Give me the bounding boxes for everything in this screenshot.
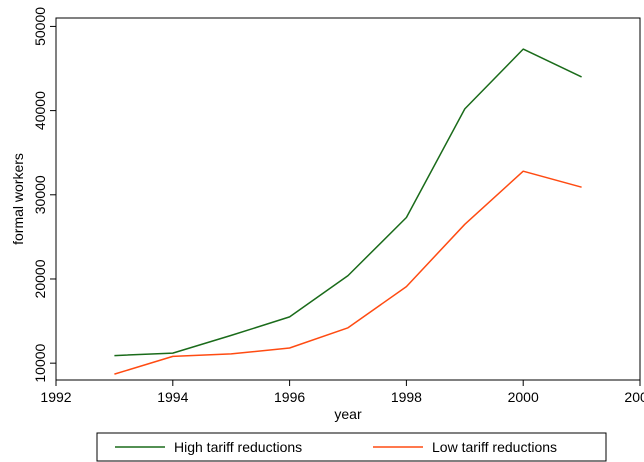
legend-box — [96, 432, 607, 462]
x-tick-label: 2000 — [508, 389, 539, 405]
series-line-low — [114, 170, 582, 375]
legend: High tariff reductions Low tariff reducti… — [96, 432, 607, 462]
x-tick-label: 1998 — [391, 389, 422, 405]
series-lines — [114, 48, 582, 375]
legend-label-low: Low tariff reductions — [432, 439, 557, 455]
y-axis: 10000 20000 30000 40000 50000 — [32, 7, 56, 383]
x-tick-label: 1996 — [274, 389, 305, 405]
y-axis-title: formal workers — [10, 153, 26, 245]
x-tick-label: 1992 — [40, 389, 71, 405]
x-tick-label: 1994 — [157, 389, 188, 405]
x-axis-title: year — [334, 406, 362, 422]
series-line-high — [114, 48, 582, 357]
y-tick-label: 10000 — [32, 343, 48, 382]
y-tick-label: 50000 — [32, 7, 48, 46]
plot-frame — [55, 17, 641, 381]
x-axis: 1992 1994 1996 1998 2000 2002 — [40, 380, 644, 405]
y-tick-label: 20000 — [32, 259, 48, 298]
y-tick-label: 30000 — [32, 175, 48, 214]
y-tick-label: 40000 — [32, 91, 48, 130]
legend-label-high: High tariff reductions — [174, 439, 302, 455]
x-tick-label: 2002 — [624, 389, 644, 405]
